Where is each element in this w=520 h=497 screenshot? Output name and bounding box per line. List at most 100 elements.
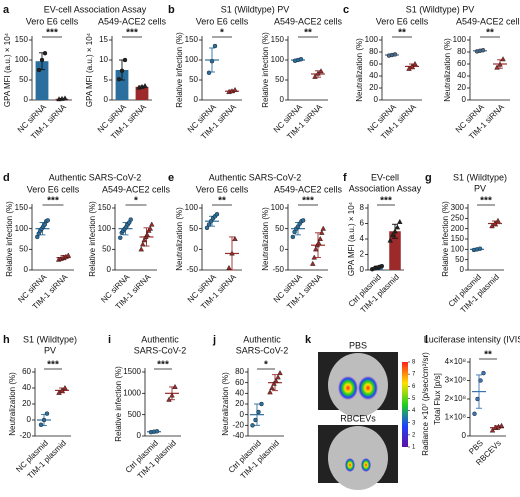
significance-label: ***: [480, 196, 492, 207]
panel-title: Authentic: [141, 334, 179, 344]
colorbar-tick-label: 1: [412, 445, 416, 451]
y-tick-label: 4: [360, 234, 365, 243]
y-tick-label: 0: [24, 265, 29, 274]
y-tick-label: 50: [19, 75, 28, 84]
data-point: [273, 378, 279, 384]
y-tick-label: 20: [457, 83, 466, 92]
y-tick-label: 50: [189, 75, 198, 84]
data-point: [206, 70, 212, 76]
y-axis-label: Relative infection (%): [88, 201, 97, 277]
colorbar-tick-label: 7: [412, 372, 416, 378]
y-tick-label: 150: [451, 234, 465, 243]
data-point: [300, 218, 306, 223]
panel-title: Luciferase intensity (IVIS): [424, 334, 520, 344]
y-tick-label: 100: [453, 35, 467, 44]
data-point: [477, 246, 483, 251]
data-point: [269, 384, 275, 390]
y-tick-label: 100: [451, 244, 465, 253]
data-point: [169, 392, 175, 398]
y-tick-label: 0: [24, 95, 29, 104]
y-tick-label: 80: [369, 47, 378, 56]
panel-title: Authentic: [243, 334, 281, 344]
y-tick-label: 20: [369, 83, 378, 92]
data-point: [313, 246, 319, 252]
panel-letter: i: [108, 334, 111, 346]
y-axis-label: Neutralization (%): [8, 372, 17, 436]
panel-title: S1 (Wildtype): [23, 334, 77, 344]
data-point: [141, 237, 147, 243]
significance-label: ***: [157, 360, 169, 371]
data-point: [119, 68, 125, 74]
y-axis-label: Relative infection (%): [5, 201, 14, 277]
y-tick-label: 1500: [123, 367, 141, 376]
data-point: [209, 59, 215, 64]
colorbar-tick-label: 8: [412, 360, 416, 366]
y-tick-label: 100: [98, 224, 112, 233]
significance-label: **: [484, 350, 492, 361]
data-point: [392, 228, 398, 234]
subplot-title: A549-ACE2 cells: [98, 16, 167, 26]
y-axis-label: Relative infection (%): [261, 32, 270, 108]
panel-title: S1 (Wildtype) PV: [406, 4, 475, 14]
y-tick-label: 0: [374, 95, 379, 104]
y-tick-label: 80: [235, 367, 244, 376]
data-point: [310, 260, 316, 266]
subplot-title: Vero E6 cells: [376, 16, 429, 26]
y-tick-label: 100: [271, 203, 285, 212]
data-point: [290, 234, 296, 240]
panel-title: EV-cell Association Assay: [44, 4, 147, 14]
data-point: [489, 223, 495, 229]
y-axis-label: GPA MFI (a.u.) × 10⁴: [85, 32, 94, 107]
data-point: [480, 48, 486, 53]
y-tick-label: 0: [280, 95, 285, 104]
panel-title: SARS-CoV-2: [236, 345, 289, 355]
panel-letter: b: [168, 4, 175, 16]
panel-letter: k: [305, 334, 312, 346]
data-point: [475, 396, 480, 402]
y-tick-label: 60: [457, 59, 466, 68]
subplot-title: A549-ACE2 cells: [456, 16, 520, 26]
data-point: [397, 218, 403, 224]
y-axis-label: GPA MFI (a.u.) × 10⁴: [3, 32, 12, 107]
data-point: [394, 224, 401, 230]
significance-label: ***: [46, 28, 58, 39]
subplot-title: A549-ACE2 cells: [274, 184, 343, 194]
significance-label: **: [486, 28, 494, 39]
y-tick-label: 500: [128, 410, 142, 419]
y-tick-label: 0: [107, 265, 112, 274]
data-point: [232, 86, 238, 92]
significance-label: **: [218, 196, 226, 207]
y-tick-label: 10: [99, 55, 108, 64]
y-tick-label: 0: [137, 431, 142, 440]
data-point: [149, 221, 155, 227]
data-point: [311, 254, 317, 260]
significance-label: **: [398, 28, 406, 39]
data-point: [379, 263, 384, 269]
y-tick-label: -50: [186, 265, 198, 274]
panel-title: PV: [474, 183, 486, 193]
data-point: [214, 211, 220, 217]
y-tick-label: 60: [235, 378, 244, 387]
data-point: [147, 225, 153, 231]
data-point: [318, 68, 324, 74]
subplot-title: A549-ACE2 cells: [274, 16, 343, 26]
mouse-image-pbs: [318, 352, 398, 417]
y-tick-label: 2: [360, 250, 365, 259]
panel-title: PV: [44, 345, 56, 355]
y-tick-label: 50: [275, 224, 284, 233]
y-tick-label: 40: [235, 388, 244, 397]
y-axis-label: Neutralization (%): [221, 372, 230, 436]
y-tick-label: 150: [185, 35, 199, 44]
subplot-title: Vero E6 cells: [196, 16, 249, 26]
data-point: [39, 57, 45, 63]
colorbar-tick-label: 6: [412, 384, 416, 390]
data-point: [140, 241, 146, 247]
significance-label: *: [220, 28, 224, 39]
data-point: [495, 217, 501, 223]
y-tick-label: 0: [460, 265, 465, 274]
panel-letter: f: [343, 172, 347, 184]
panel-title: Authentic SARS-CoV-2: [209, 172, 302, 182]
y-tick-label: 2×10⁸: [445, 394, 466, 403]
significance-label: ***: [302, 196, 314, 207]
y-tick-label: 0: [104, 95, 109, 104]
